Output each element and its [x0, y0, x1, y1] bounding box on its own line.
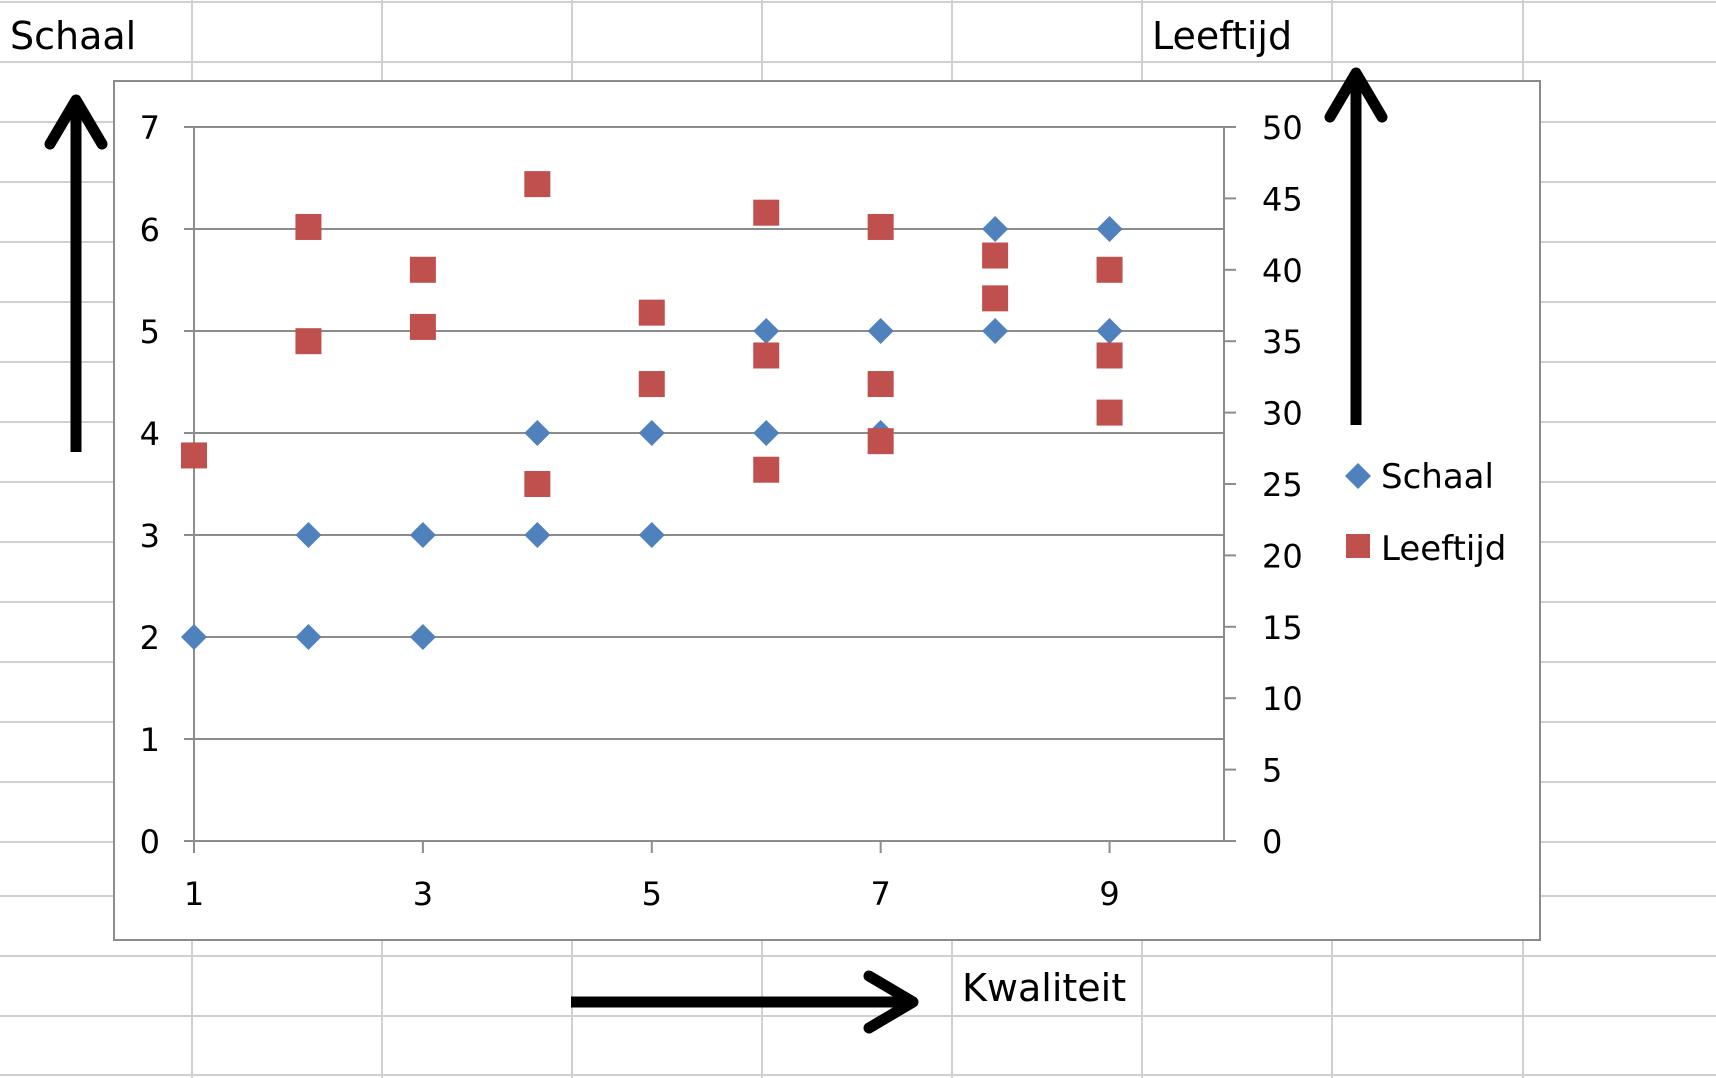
schaal-point — [753, 318, 780, 344]
leeftijd-point — [524, 471, 551, 497]
y-tick-label-6: 6 — [140, 211, 160, 249]
x-tick-label-9: 9 — [1099, 875, 1119, 913]
leeftijd-point — [181, 442, 207, 469]
schaal-point — [524, 522, 551, 548]
leeftijd-point — [638, 299, 665, 326]
y2-tick-label-45: 45 — [1262, 180, 1303, 218]
leeftijd-point — [867, 371, 894, 398]
y-tick-label-0: 0 — [140, 823, 160, 861]
data-points — [181, 171, 1123, 650]
y2-tick-label-35: 35 — [1262, 323, 1303, 361]
legend-schaal-label: Schaal — [1381, 457, 1494, 497]
y-tick-label-1: 1 — [140, 721, 160, 759]
schaal-point — [753, 420, 780, 446]
leeftijd-point — [982, 242, 1009, 269]
schaal-point — [409, 624, 436, 650]
y2-tick-label-0: 0 — [1262, 823, 1282, 861]
leeftijd-point — [409, 313, 436, 340]
chart-frame[interactable] — [113, 80, 1541, 941]
x-axis-arrow-head — [863, 970, 919, 1034]
left-axis-arrow — [44, 94, 108, 452]
axis-arrows — [44, 67, 1388, 1034]
y2-tick-label-20: 20 — [1262, 537, 1303, 575]
leeftijd-point — [753, 342, 780, 369]
left-axis-arrow-head — [44, 94, 108, 150]
schaal-point — [295, 624, 322, 650]
y2-tick-label-15: 15 — [1262, 609, 1303, 647]
leeftijd-point — [1096, 256, 1123, 283]
leeftijd-point — [1096, 399, 1123, 426]
right-axis-arrow — [1324, 67, 1388, 425]
y-tick-label-3: 3 — [140, 517, 160, 555]
leeftijd-point — [1096, 342, 1123, 369]
y2-tick-label-25: 25 — [1262, 466, 1303, 504]
leeftijd-point — [524, 171, 551, 198]
schaal-point — [295, 522, 322, 548]
legend-leeftijd-marker — [1346, 534, 1370, 558]
right-axis-label: Leeftijd — [1152, 14, 1293, 58]
left-axis-label: Schaal — [10, 14, 137, 58]
schaal-point — [524, 420, 551, 446]
leeftijd-point — [295, 328, 322, 355]
y2-tick-label-40: 40 — [1262, 252, 1303, 290]
y2-tick-label-5: 5 — [1262, 752, 1282, 790]
y2-tick-label-10: 10 — [1262, 680, 1303, 718]
y-tick-label-4: 4 — [140, 415, 160, 453]
leeftijd-point — [638, 371, 665, 398]
legend-schaal-marker — [1345, 463, 1371, 489]
x-tick-label-7: 7 — [870, 875, 890, 913]
y-tick-label-5: 5 — [140, 313, 160, 351]
x-axis-arrow — [571, 970, 919, 1034]
y-tick-label-7: 7 — [140, 109, 160, 147]
leeftijd-point — [753, 456, 780, 483]
x-tick-label-1: 1 — [184, 875, 204, 913]
y-tick-label-2: 2 — [140, 619, 160, 657]
y2-tick-label-50: 50 — [1262, 109, 1303, 147]
leeftijd-point — [409, 256, 436, 283]
legend[interactable]: Schaal Leeftijd — [1345, 457, 1506, 569]
leeftijd-point — [867, 428, 894, 455]
x-tick-label-3: 3 — [413, 875, 433, 913]
schaal-point — [1096, 216, 1123, 242]
x-axis-label: Kwaliteit — [962, 966, 1127, 1010]
gridlines — [184, 126, 1224, 740]
legend-leeftijd-label: Leeftijd — [1381, 529, 1506, 569]
schaal-point — [181, 624, 207, 650]
schaal-point — [867, 318, 894, 344]
y2-tick-label-30: 30 — [1262, 395, 1303, 433]
axes — [184, 126, 1236, 853]
right-axis-arrow-head — [1324, 67, 1388, 123]
schaal-point — [1096, 318, 1123, 344]
schaal-point — [638, 522, 665, 548]
schaal-point — [638, 420, 665, 446]
schaal-point — [982, 318, 1009, 344]
schaal-point — [409, 522, 436, 548]
leeftijd-point — [867, 213, 894, 240]
leeftijd-point — [295, 213, 322, 240]
leeftijd-point — [982, 285, 1009, 312]
x-tick-label-5: 5 — [642, 875, 662, 913]
leeftijd-point — [753, 199, 780, 226]
schaal-point — [982, 216, 1009, 242]
